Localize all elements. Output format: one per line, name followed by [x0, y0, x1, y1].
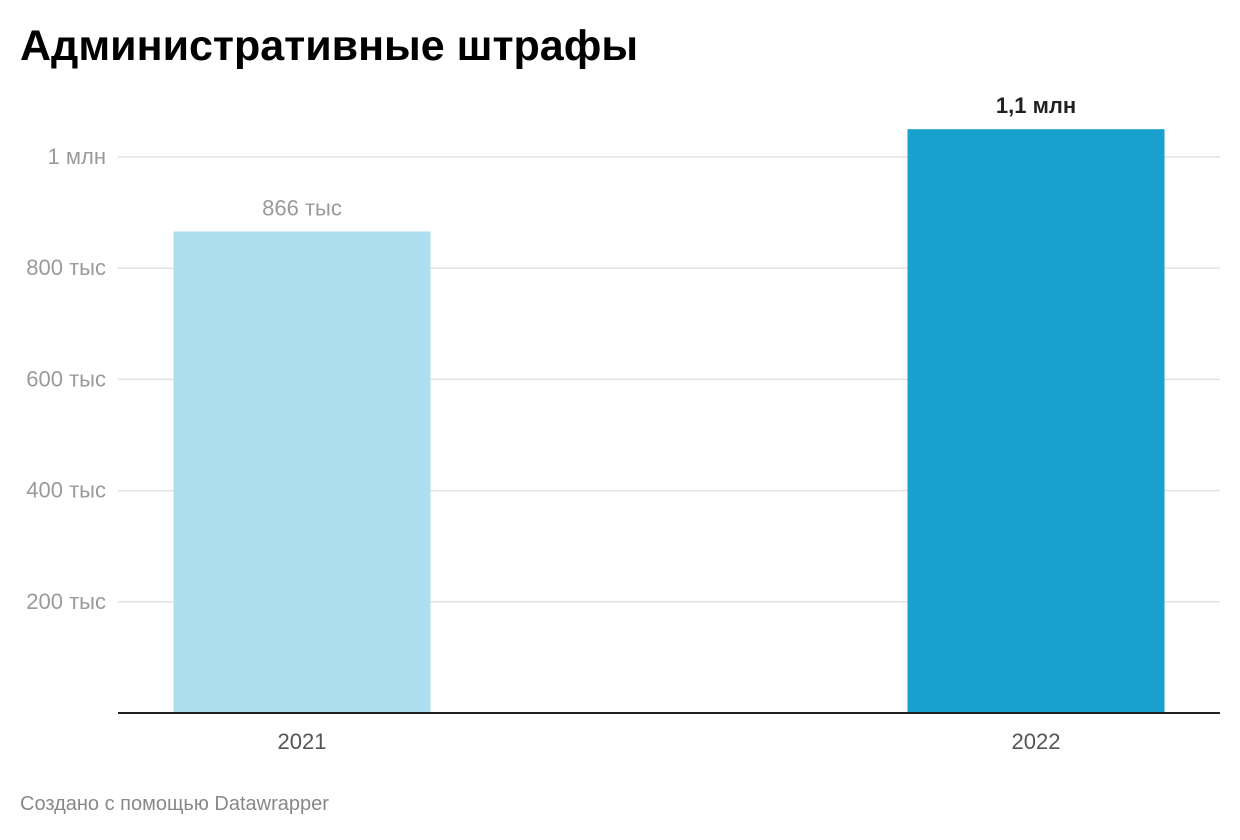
datawrapper-credit: Создано с помощью Datawrapper: [20, 793, 329, 815]
bar: [907, 129, 1165, 713]
chart-title: Административные штрафы: [20, 22, 639, 70]
y-tick-label: 600 тыс: [26, 366, 106, 391]
y-tick-label: 800 тыс: [26, 255, 106, 280]
bar-chart: 200 тыс 400 тыс 600 тыс 800 тыс 1 млн 866 тыс…: [26, 93, 1220, 754]
y-tick-label: 1 млн: [48, 144, 106, 169]
x-tick-label: 2022: [1012, 729, 1061, 754]
bar: [173, 231, 431, 713]
bar-value-label: 1,1 млн: [996, 93, 1076, 118]
bar-value-label: 866 тыс: [262, 196, 342, 221]
y-tick-label: 400 тыс: [26, 478, 106, 503]
x-tick-label: 2021: [278, 729, 327, 754]
y-tick-label: 200 тыс: [26, 589, 106, 614]
